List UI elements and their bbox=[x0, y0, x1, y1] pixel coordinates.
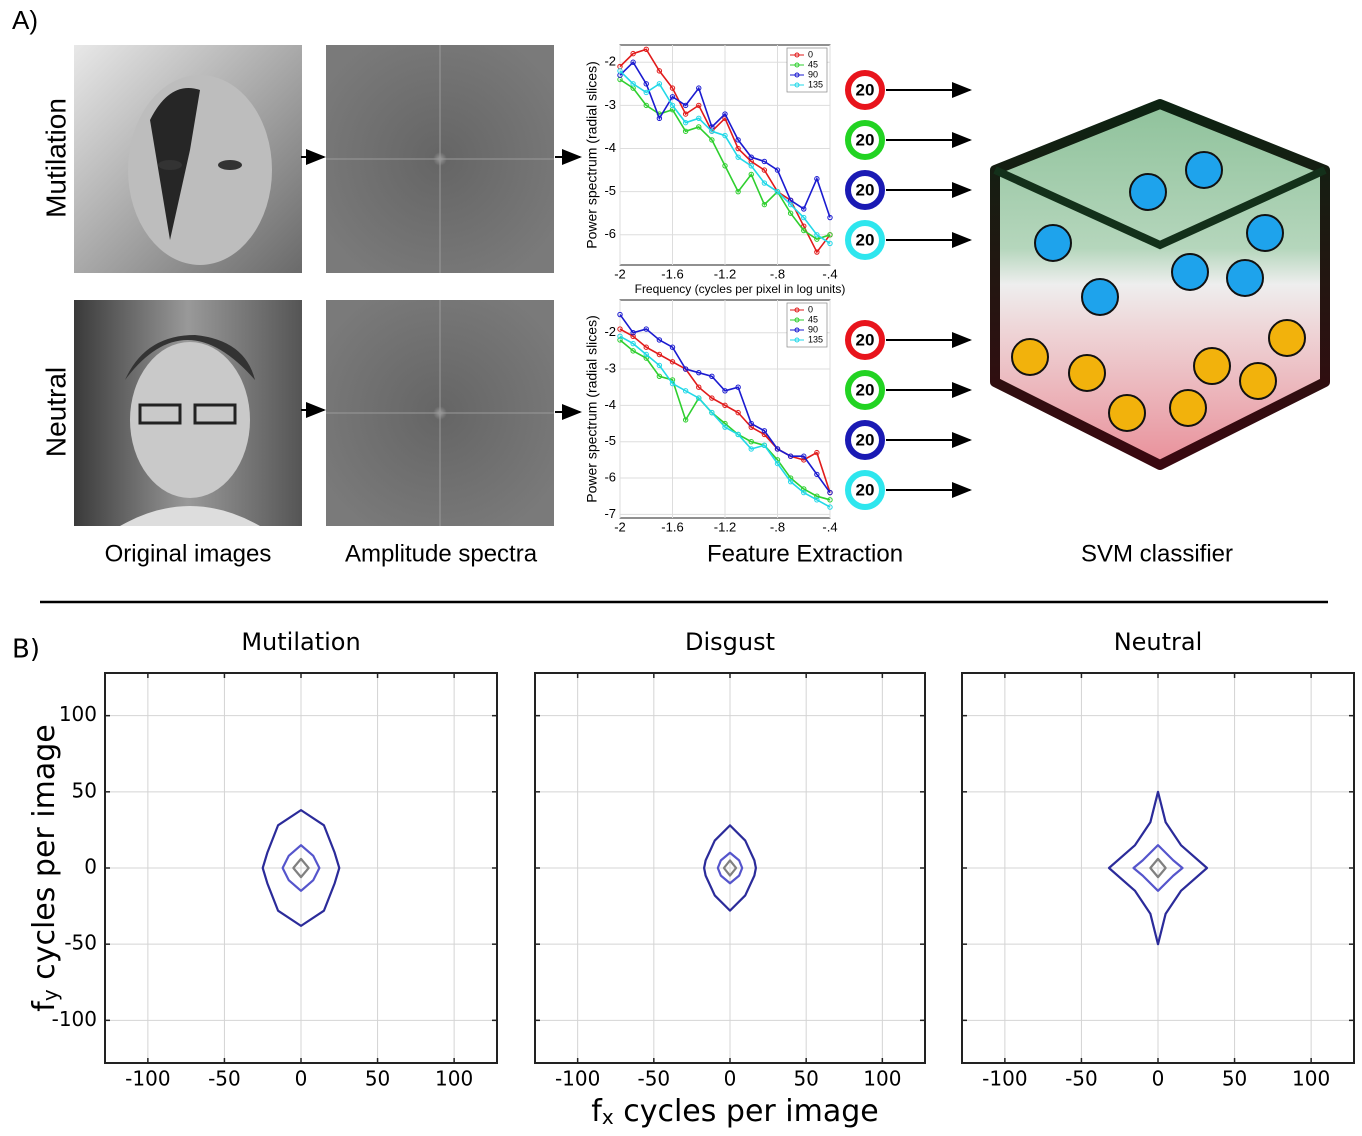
x-tick-label: -2 bbox=[614, 266, 626, 281]
y-tick-label: -5 bbox=[604, 183, 616, 198]
chart-title: Mutilation bbox=[241, 628, 360, 656]
legend-label: 45 bbox=[808, 59, 818, 69]
photo bbox=[74, 300, 302, 526]
x-tick-label: -.8 bbox=[770, 266, 785, 281]
x-tick-label: -100 bbox=[982, 1067, 1027, 1091]
label-sub: x bbox=[602, 1105, 614, 1129]
x-tick-label: 100 bbox=[435, 1067, 473, 1091]
x-tick-label: 50 bbox=[793, 1067, 818, 1091]
legend-label: 0 bbox=[808, 304, 813, 314]
y-tick-label: -2 bbox=[604, 54, 616, 69]
legend-label: 135 bbox=[808, 334, 823, 344]
svm-cube bbox=[995, 104, 1325, 465]
y-tick-label: 0 bbox=[84, 855, 97, 879]
y-tick-label: -6 bbox=[604, 226, 616, 241]
x-tick-label: 50 bbox=[365, 1067, 390, 1091]
label-part: cycles per image bbox=[614, 1094, 879, 1129]
x-tick-label: 0 bbox=[724, 1067, 737, 1091]
x-tick-label: 50 bbox=[1222, 1067, 1247, 1091]
spectrum bbox=[326, 300, 554, 526]
legend-label: 45 bbox=[808, 314, 818, 324]
chart-title: Disgust bbox=[685, 628, 775, 656]
y-axis-label: Power spectrum (radial slices) bbox=[584, 61, 600, 249]
x-tick-label: -1.6 bbox=[661, 519, 683, 534]
y-axis-label: Power spectrum (radial slices) bbox=[584, 315, 600, 503]
panel-label: B) bbox=[12, 635, 40, 665]
badge-label: 20 bbox=[856, 130, 875, 149]
badge-label: 20 bbox=[856, 80, 875, 99]
x-tick-label: 100 bbox=[1292, 1067, 1330, 1091]
badge-label: 20 bbox=[856, 180, 875, 199]
caption: SVM classifier bbox=[1081, 540, 1233, 567]
x-tick-label: 0 bbox=[295, 1067, 308, 1091]
x-tick-label: -.4 bbox=[822, 266, 837, 281]
x-tick-label: -1.2 bbox=[714, 266, 736, 281]
caption: Amplitude spectra bbox=[345, 540, 538, 567]
y-tick-label: -3 bbox=[604, 97, 616, 112]
x-tick-label: -1.2 bbox=[714, 519, 736, 534]
x-tick-label: 100 bbox=[863, 1067, 901, 1091]
y-tick-label: -50 bbox=[64, 931, 97, 955]
legend-label: 90 bbox=[808, 69, 818, 79]
y-tick-label: -5 bbox=[604, 433, 616, 448]
y-tick-label: -3 bbox=[604, 360, 616, 375]
badge-label: 20 bbox=[856, 380, 875, 399]
badge-label: 20 bbox=[856, 480, 875, 499]
label-sub: y bbox=[38, 989, 62, 1001]
x-tick-label: -50 bbox=[208, 1067, 241, 1091]
y-tick-label: -100 bbox=[52, 1007, 97, 1031]
photo bbox=[74, 45, 302, 273]
y-tick-label: -4 bbox=[604, 140, 616, 155]
y-tick-label: -6 bbox=[604, 469, 616, 484]
spectrum bbox=[326, 45, 554, 273]
x-axis-label: Frequency (cycles per pixel in log units… bbox=[635, 282, 846, 296]
legend-label: 90 bbox=[808, 324, 818, 334]
panel-b: B) fx cycles per image fy cycles per ima… bbox=[12, 628, 1354, 1129]
x-tick-label: -50 bbox=[1065, 1067, 1098, 1091]
x-tick-label: 0 bbox=[1152, 1067, 1165, 1091]
x-tick-label: -.8 bbox=[770, 519, 785, 534]
badges: 20 20 20 20 20 20 20 20 bbox=[848, 73, 882, 507]
label-part: cycles per image bbox=[27, 724, 62, 989]
x-tick-label: -1.6 bbox=[661, 266, 683, 281]
y-tick-label: -2 bbox=[604, 324, 616, 339]
x-tick-label: -2 bbox=[614, 519, 626, 534]
panel-label: A) bbox=[12, 5, 38, 35]
badge-label: 20 bbox=[856, 230, 875, 249]
x-axis-label: fx cycles per image bbox=[591, 1094, 878, 1129]
row-label: Neutral bbox=[40, 367, 71, 457]
page: {"panel_a": {"label": "A)", "rows": ["Mu… bbox=[0, 0, 1362, 1136]
legend-label: 135 bbox=[808, 79, 823, 89]
y-tick-label: 50 bbox=[72, 778, 97, 802]
x-tick-label: -50 bbox=[637, 1067, 670, 1091]
caption: Feature Extraction bbox=[707, 540, 903, 567]
y-tick-label: -4 bbox=[604, 397, 616, 412]
x-tick-label: -.4 bbox=[822, 519, 837, 534]
y-axis-label: fy cycles per image bbox=[27, 724, 62, 1011]
row-label: Mutilation bbox=[40, 98, 71, 218]
y-tick-label: 100 bbox=[59, 702, 97, 726]
legend-label: 0 bbox=[808, 49, 813, 59]
badge-label: 20 bbox=[856, 430, 875, 449]
x-tick-label: -100 bbox=[125, 1067, 170, 1091]
badge-label: 20 bbox=[856, 330, 875, 349]
figure: A) Mutilation Neutral 20 20 20 20 20 20 20 20 bbox=[0, 0, 1362, 1131]
chart-title: Neutral bbox=[1114, 628, 1203, 656]
caption: Original images bbox=[105, 540, 272, 567]
x-tick-label: -100 bbox=[555, 1067, 600, 1091]
